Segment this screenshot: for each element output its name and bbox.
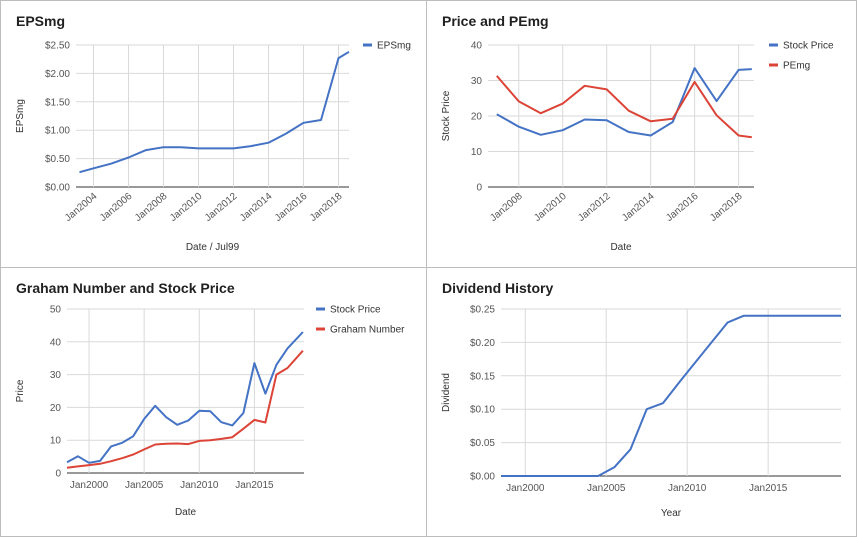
chart-title: Dividend History (442, 280, 553, 296)
x-tick-label: Jan2010 (532, 191, 569, 224)
legend-swatch (316, 327, 325, 331)
y-axis-label: EPSmg (15, 99, 26, 133)
legend-swatch (769, 63, 778, 67)
price-pe-chart-panel: Price and PEmg 0 10 20 30 40 Jan2008 Jan2010 Jan… (426, 0, 857, 268)
series-line-0 (501, 314, 841, 477)
y-tick-label: 30 (50, 370, 62, 381)
y-tick-label: $0.25 (470, 305, 495, 316)
chart-title: Price and PEmg (442, 13, 549, 29)
series-line-epsmg (79, 50, 350, 174)
chart-svg: EPSmg $0.00 $0.50 $1.00 $1.50 $2.00 $2.50 Jan20… (15, 13, 411, 253)
y-tick-label: $1.00 (45, 126, 70, 137)
y-tick-label: $0.10 (470, 405, 495, 416)
legend-label: Stock Price (783, 41, 834, 52)
series-line-graham-number (66, 350, 304, 469)
y-axis-label: Price (15, 379, 26, 402)
x-tick-label: Jan2012 (576, 191, 613, 224)
legend-swatch (316, 307, 325, 311)
y-tick-label: $1.50 (45, 97, 70, 108)
legend-label: EPSmg (377, 41, 411, 52)
x-axis-label: Date (610, 242, 632, 253)
x-tick-label: Jan2008 (133, 191, 170, 224)
x-tick-label: Jan2000 (506, 483, 545, 494)
x-axis-label: Year (661, 508, 682, 519)
series-line-stock-price (496, 67, 752, 137)
x-tick-label: Jan2005 (587, 483, 626, 494)
legend-label: PEmg (783, 61, 810, 72)
y-tick-label: 30 (471, 76, 483, 87)
y-tick-label: 50 (50, 305, 62, 316)
y-tick-label: $0.15 (470, 371, 495, 382)
series-line-pemg (496, 75, 752, 139)
legend-label: Graham Number (330, 325, 405, 336)
x-tick-label: Jan2006 (98, 191, 135, 224)
x-tick-label: Jan2015 (235, 480, 274, 491)
x-tick-label: Jan2010 (668, 483, 707, 494)
x-tick-label: Jan2018 (708, 191, 745, 224)
y-tick-label: $2.50 (45, 41, 70, 52)
y-tick-label: 40 (50, 337, 62, 348)
x-tick-label: Jan2015 (749, 483, 788, 494)
y-axis-label: Stock Price (441, 90, 452, 141)
y-tick-label: 20 (50, 403, 62, 414)
graham-chart-panel: Graham Number and Stock Price 0 10 20 30 40 50… (0, 267, 427, 537)
y-tick-label: $0.50 (45, 154, 70, 165)
x-tick-label: Jan2000 (70, 480, 109, 491)
x-tick-label: Jan2016 (273, 191, 310, 224)
legend-swatch (363, 43, 372, 47)
x-tick-label: Jan2012 (203, 191, 240, 224)
chart-title: EPSmg (16, 13, 65, 29)
x-tick-label: Jan2005 (125, 480, 164, 491)
chart-svg: Graham Number and Stock Price 0 10 20 30 40 50… (15, 280, 405, 518)
x-tick-label: Jan2010 (180, 480, 219, 491)
x-tick-label: Jan2016 (664, 191, 701, 224)
y-tick-label: $2.00 (45, 69, 70, 80)
eps-chart-panel: EPSmg $0.00 $0.50 $1.00 $1.50 $2.00 $2.50 Jan20… (0, 0, 427, 268)
y-tick-label: 0 (55, 469, 61, 480)
legend-swatch (769, 43, 778, 47)
x-tick-label: Jan2014 (620, 191, 657, 224)
y-tick-label: 20 (471, 112, 483, 123)
dividend-chart-panel: Dividend History $0.00 $0.05 $0.10 $0.15 $0.2… (426, 267, 857, 537)
x-tick-label: Jan2010 (168, 191, 205, 224)
y-tick-label: 10 (471, 147, 483, 158)
x-axis-label: Date (175, 507, 197, 518)
y-tick-label: 0 (476, 183, 482, 194)
chart-svg: Dividend History $0.00 $0.05 $0.10 $0.15 $0.2… (441, 280, 841, 519)
x-tick-label: Jan2004 (63, 191, 100, 224)
y-tick-label: 10 (50, 436, 62, 447)
x-tick-label: Jan2014 (238, 191, 275, 224)
y-tick-label: $0.00 (470, 472, 495, 483)
legend-label: Stock Price (330, 305, 381, 316)
x-axis-label: Date / Jul99 (186, 242, 240, 253)
y-tick-label: $0.20 (470, 338, 495, 349)
series-line-stock-price (66, 331, 304, 464)
x-tick-label: Jan2018 (308, 191, 345, 224)
y-axis-label: Dividend (441, 373, 452, 412)
y-tick-label: $0.05 (470, 438, 495, 449)
y-tick-label: $0.00 (45, 183, 70, 194)
x-tick-label: Jan2008 (488, 191, 525, 224)
chart-title: Graham Number and Stock Price (16, 280, 235, 296)
y-tick-label: 40 (471, 41, 483, 52)
